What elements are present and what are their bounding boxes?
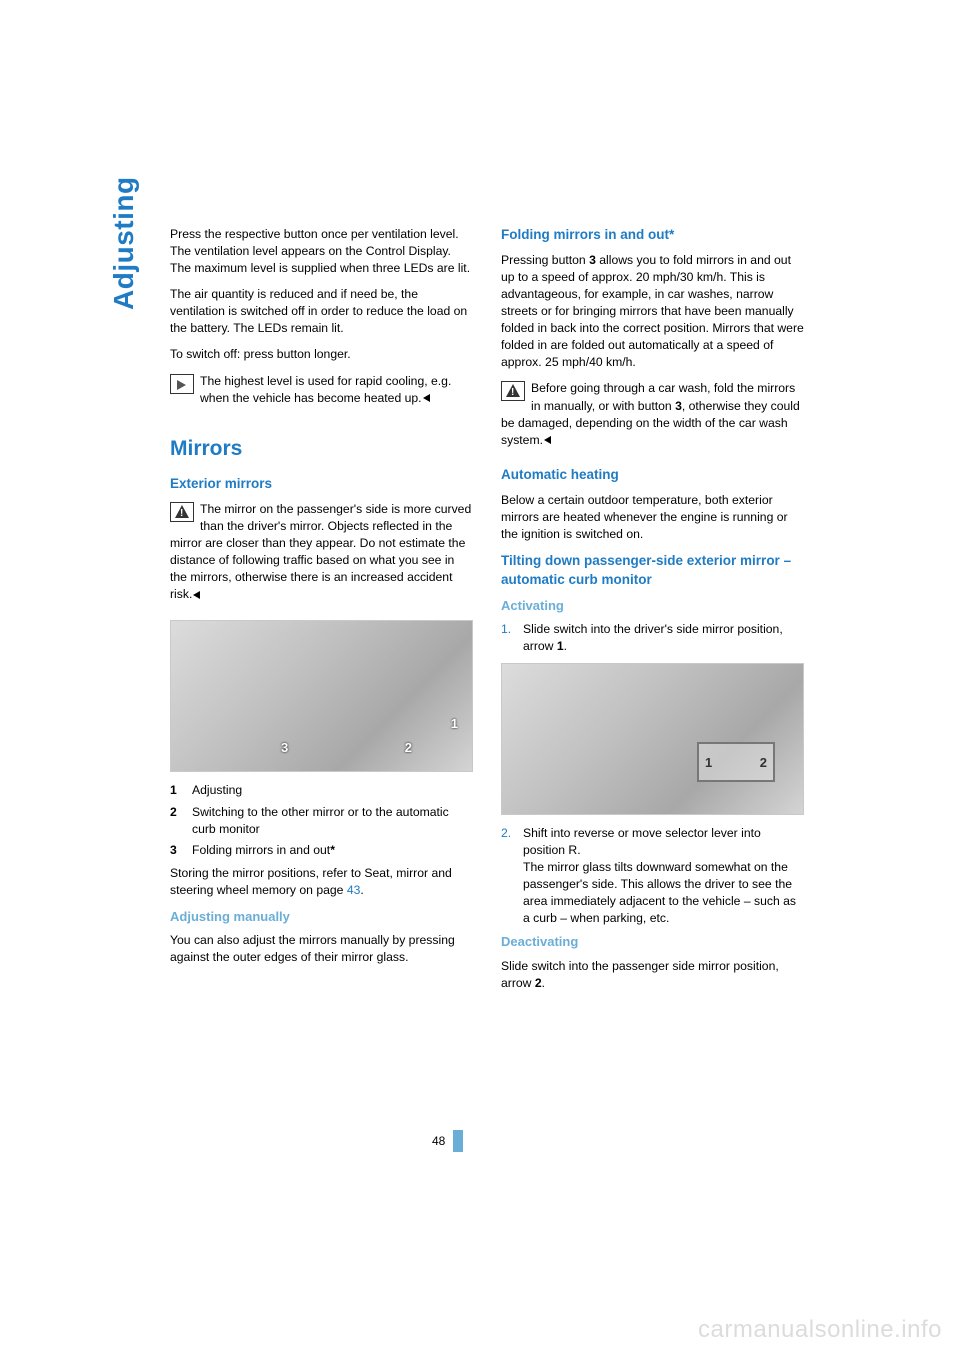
body-text: To switch off: press button longer.	[170, 346, 473, 363]
list-text: Slide switch into the driver's side mirr…	[523, 621, 804, 655]
page-reference-link[interactable]: 43	[347, 883, 361, 897]
hint-text: The highest level is used for rapid cool…	[200, 374, 451, 405]
list-item: 1. Slide switch into the driver's side m…	[501, 621, 804, 655]
hint-icon	[170, 374, 194, 394]
end-marker-icon	[423, 394, 430, 402]
warning-text: The mirror on the passenger's side is mo…	[170, 502, 471, 601]
list-number: 2.	[501, 825, 523, 927]
figure-callout: 2	[760, 754, 767, 772]
heading-adjusting-manually: Adjusting manually	[170, 908, 473, 926]
list-item: 2. Shift into reverse or move selector l…	[501, 825, 804, 927]
page-number: 48	[432, 1130, 463, 1152]
watermark: carmanualsonline.info	[698, 1316, 942, 1344]
warning-icon	[501, 381, 525, 401]
list-text: Adjusting	[192, 782, 473, 799]
heading-deactivating: Deactivating	[501, 933, 804, 951]
page-content: Press the respective button once per ven…	[170, 226, 804, 1001]
list-number: 1	[170, 782, 192, 799]
right-column: Folding mirrors in and out* Pressing but…	[501, 226, 804, 1001]
list-item: 1 Adjusting	[170, 782, 473, 799]
figure-mirror-switch: 1 2	[501, 663, 804, 815]
body-text: Slide switch into the passenger side mir…	[501, 958, 804, 992]
warning-icon	[170, 502, 194, 522]
body-text: You can also adjust the mirrors manually…	[170, 932, 473, 966]
heading-tilting-mirror: Tilting down passenger-side exterior mir…	[501, 552, 804, 590]
heading-mirrors: Mirrors	[170, 434, 473, 463]
heading-activating: Activating	[501, 597, 804, 615]
list-text: Switching to the other mirror or to the …	[192, 804, 473, 838]
figure-mirror-controls: 1 2 3	[170, 620, 473, 772]
heading-automatic-heating: Automatic heating	[501, 466, 804, 485]
warning-paragraph: Before going through a car wash, fold th…	[501, 380, 804, 448]
list-item: 3 Folding mirrors in and out*	[170, 842, 473, 859]
figure-callout: 3	[281, 739, 288, 757]
end-marker-icon	[193, 591, 200, 599]
list-text: Folding mirrors in and out*	[192, 842, 473, 859]
body-text: Below a certain outdoor temperature, bot…	[501, 492, 804, 543]
warning-paragraph: The mirror on the passenger's side is mo…	[170, 501, 473, 603]
figure-callout: 1	[705, 754, 712, 772]
list-number: 3	[170, 842, 192, 859]
list-number: 1.	[501, 621, 523, 655]
footnote-star: *	[330, 843, 335, 857]
heading-folding-mirrors: Folding mirrors in and out*	[501, 226, 804, 245]
list-item: 2 Switching to the other mirror or to th…	[170, 804, 473, 838]
list-text: Shift into reverse or move selector leve…	[523, 825, 804, 927]
end-marker-icon	[544, 436, 551, 444]
figure-inset: 1 2	[697, 742, 775, 782]
figure-callout: 2	[405, 739, 412, 757]
body-text: Press the respective button once per ven…	[170, 226, 473, 277]
body-text: Pressing button 3 allows you to fold mir…	[501, 252, 804, 372]
heading-exterior-mirrors: Exterior mirrors	[170, 475, 473, 494]
figure-callout: 1	[451, 715, 458, 733]
body-text: The air quantity is reduced and if need …	[170, 286, 473, 337]
hint-paragraph: The highest level is used for rapid cool…	[170, 373, 473, 407]
body-text: Storing the mirror positions, refer to S…	[170, 865, 473, 899]
list-number: 2	[170, 804, 192, 838]
left-column: Press the respective button once per ven…	[170, 226, 473, 1001]
page-number-bar	[453, 1130, 463, 1152]
section-title-vertical: Adjusting	[108, 176, 140, 310]
